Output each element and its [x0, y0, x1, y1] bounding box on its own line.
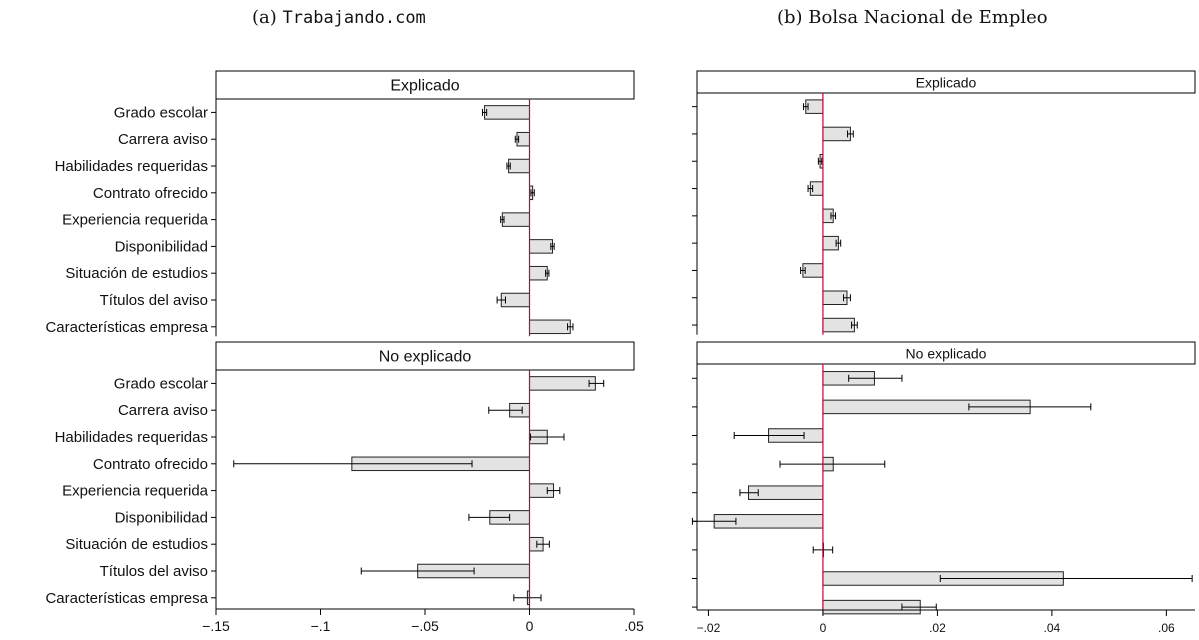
- category-label: Contrato ofrecido: [93, 185, 208, 202]
- chart-b: (b) Bolsa Nacional de Empleo Explicado No …: [692, 7, 1195, 635]
- x-tick-label: −.02: [697, 621, 721, 635]
- panel-title: No explicado: [906, 346, 987, 362]
- category-label: Experiencia requerida: [62, 483, 209, 500]
- category-label: Habilidades requeridas: [55, 158, 208, 175]
- panel-title: No explicado: [379, 349, 472, 366]
- bar: [530, 266, 548, 280]
- bar: [502, 213, 529, 227]
- category-label: Contrato ofrecido: [93, 456, 208, 473]
- bar: [749, 486, 823, 500]
- subtitle-name: Bolsa Nacional de Empleo: [808, 7, 1047, 28]
- x-tick-label: .04: [1044, 621, 1061, 635]
- x-tick-label: 0: [526, 618, 534, 634]
- category-label: Disponibilidad: [115, 509, 208, 526]
- category-label: Carrera aviso: [118, 402, 208, 419]
- bar: [530, 377, 596, 391]
- x-tick-label: .02: [929, 621, 946, 635]
- category-label: Características empresa: [45, 319, 208, 336]
- category-label: Disponibilidad: [115, 238, 208, 255]
- bar: [530, 320, 571, 334]
- bar: [485, 106, 530, 120]
- panel-title: Explicado: [390, 78, 459, 95]
- x-tick-label: 0: [820, 621, 827, 635]
- subtitle-name: Trabajando.com: [283, 8, 426, 28]
- category-label: Situación de estudios: [65, 265, 208, 282]
- subtitle-prefix: (b): [777, 7, 808, 28]
- category-label: Habilidades requeridas: [55, 429, 208, 446]
- chart-subtitle: (a) Trabajando.com: [252, 7, 426, 28]
- bar: [530, 240, 553, 254]
- panel-title: Explicado: [916, 75, 977, 91]
- chart-a: (a) Trabajando.com Explicado Grado escolar…: [45, 7, 644, 634]
- bar: [509, 159, 530, 173]
- x-tick-label: .06: [1158, 621, 1175, 635]
- chart-subtitle: (b) Bolsa Nacional de Empleo: [777, 7, 1048, 28]
- x-tick-label: −.15: [202, 618, 230, 634]
- subtitle-prefix: (a): [252, 7, 283, 28]
- category-label: Títulos del aviso: [100, 563, 208, 580]
- category-label: Grado escolar: [114, 104, 208, 121]
- category-label: Grado escolar: [114, 375, 208, 392]
- category-label: Carrera aviso: [118, 131, 208, 148]
- x-tick-label: −.05: [411, 618, 439, 634]
- bar: [823, 127, 850, 141]
- category-label: Experiencia requerida: [62, 212, 209, 229]
- x-tick-label: −.1: [311, 618, 331, 634]
- x-tick-label: .05: [624, 618, 644, 634]
- bar: [803, 264, 823, 278]
- bar: [823, 318, 854, 332]
- category-label: Títulos del aviso: [100, 292, 208, 309]
- category-label: Características empresa: [45, 590, 208, 607]
- category-label: Situación de estudios: [65, 536, 208, 553]
